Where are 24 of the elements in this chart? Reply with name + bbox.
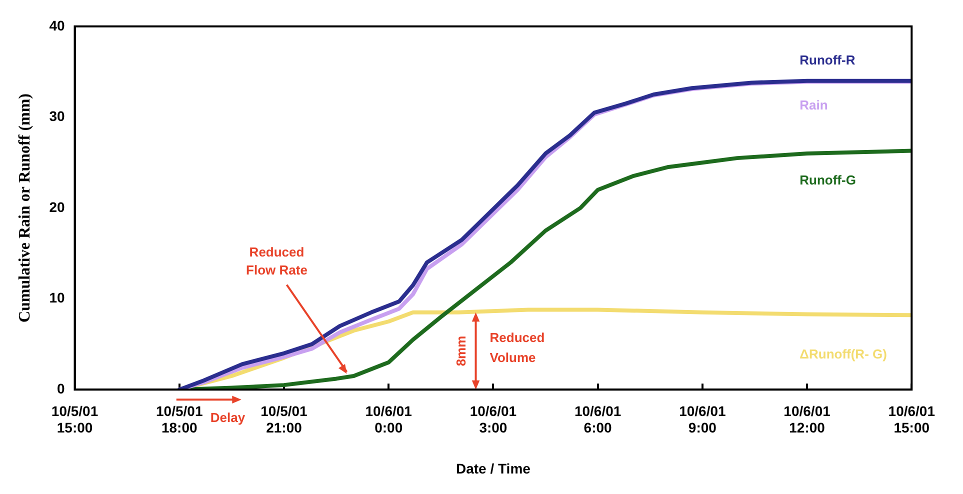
x-tick-label: 10/5/01 18:00 (156, 402, 203, 436)
x-tick-label: 10/5/01 21:00 (260, 402, 308, 436)
series-label: Rain (800, 97, 828, 112)
x-tick-label: 10/6/01 0:00 (365, 402, 412, 436)
y-tick-label: 40 (49, 17, 65, 34)
y-tick-label: 0 (56, 380, 65, 396)
y-axis-title: Cumulative Rain or Runoff (mm) (16, 93, 34, 323)
annotation: Reduced Flow Rate (246, 244, 308, 278)
x-axis-title: Date / Time (456, 460, 531, 476)
x-tick-label: 10/6/01 15:00 (888, 402, 936, 436)
x-tick-label: 10/6/01 3:00 (470, 402, 517, 436)
annotation: Delay (210, 410, 246, 426)
x-tick-label: 10/6/01 9:00 (679, 402, 726, 436)
x-tick-label: 10/6/01 12:00 (784, 402, 831, 436)
text: ΔRunoff(R- G) (800, 346, 887, 362)
series-label: Runoff-R (800, 52, 856, 68)
y-tick-label: 10 (49, 290, 65, 306)
annotation: Reduced Volume (490, 330, 545, 365)
y-tick-label: 30 (49, 108, 65, 124)
series-label: Runoff-G (800, 172, 856, 188)
x-tick-label: 10/6/01 6:00 (574, 402, 622, 436)
annotation: 8mm (453, 336, 468, 366)
y-tick-label: 20 (49, 198, 65, 215)
x-tick-label: 10/5/01 15:00 (51, 402, 98, 436)
